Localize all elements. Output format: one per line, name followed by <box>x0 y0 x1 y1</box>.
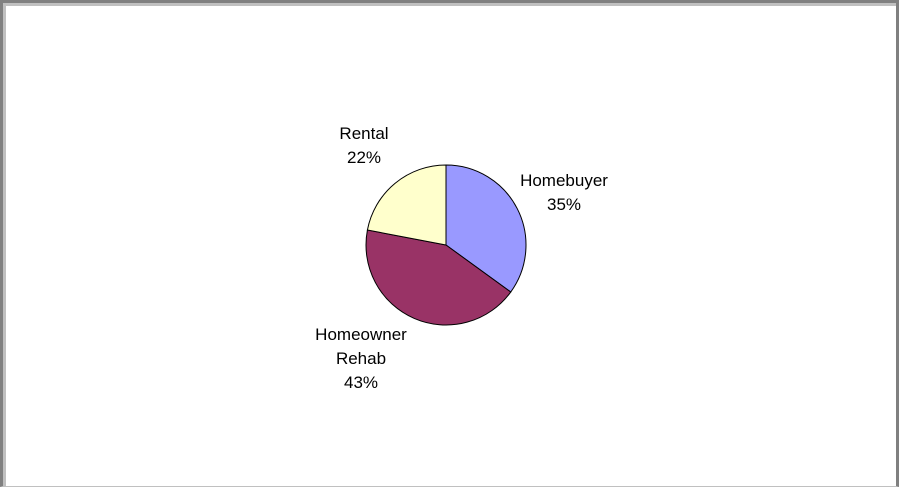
pie-chart: Homebuyer 35% Homeowner Rehab 43% Rental 22% <box>315 124 608 392</box>
pie-slice-homeowner-rehab <box>365 229 512 326</box>
slice-percent-label: 43% <box>344 373 378 392</box>
slice-label-homebuyer: Homebuyer 35% <box>520 171 608 214</box>
pie-slice-homebuyer <box>445 164 527 293</box>
slice-label-rental: Rental 22% <box>339 124 388 167</box>
pie-labels: Homebuyer 35% Homeowner Rehab 43% Rental 22% <box>315 124 608 392</box>
slice-percent-label: 22% <box>347 148 381 167</box>
pie-slice-rental <box>366 164 447 246</box>
slice-percent-label: 35% <box>547 195 581 214</box>
slice-name-line: Homeowner <box>315 325 407 344</box>
slice-name-line: Rehab <box>336 349 386 368</box>
slice-name-line: Rental <box>339 124 388 143</box>
slice-label-homeowner-rehab: Homeowner Rehab 43% <box>315 325 407 392</box>
pie-slices <box>365 164 527 326</box>
slice-name-line: Homebuyer <box>520 171 608 190</box>
